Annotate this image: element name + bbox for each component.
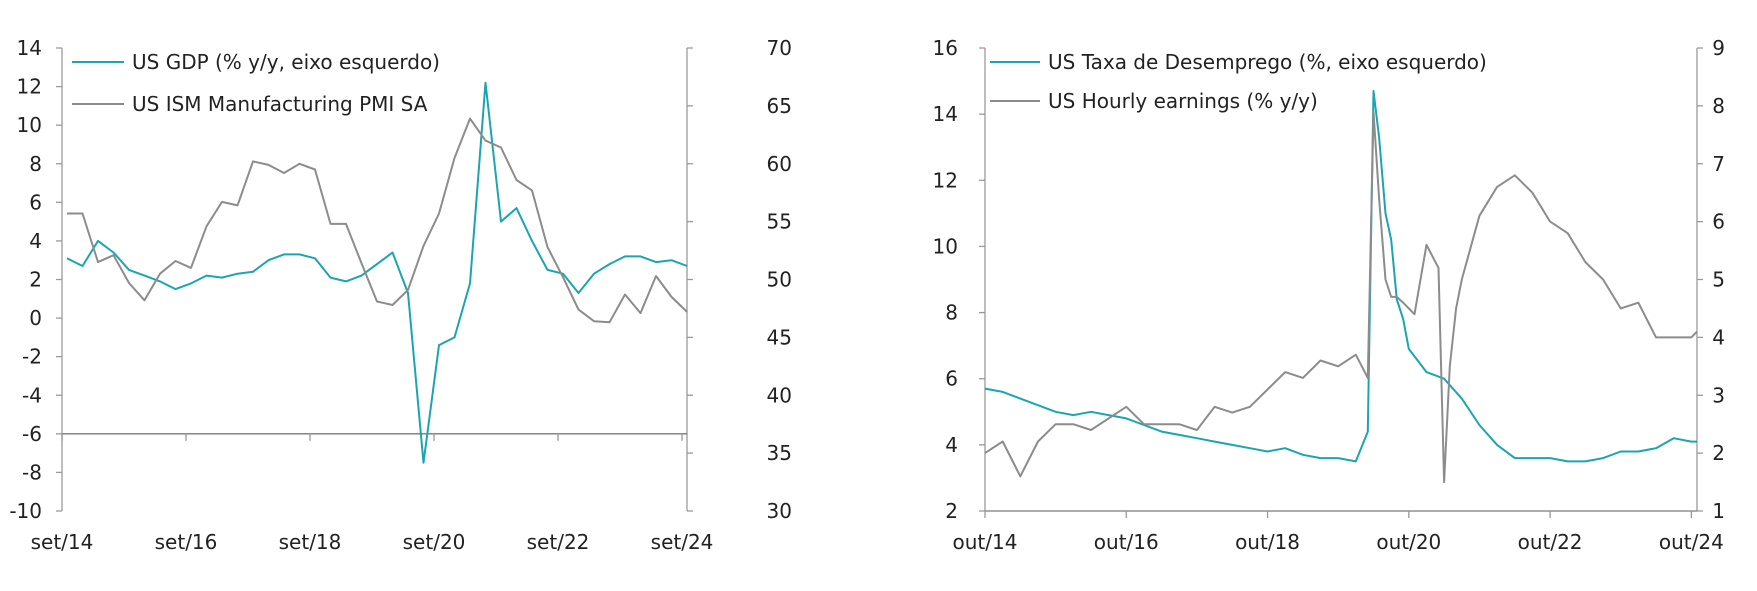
left-axis-tick-label: -2 bbox=[22, 345, 42, 369]
left-axis-tick-label: -4 bbox=[22, 383, 42, 407]
right-axis-tick-label: 50 bbox=[767, 268, 792, 292]
right-axis-tick-label: 3 bbox=[1712, 383, 1725, 407]
x-axis-tick-label: set/20 bbox=[403, 530, 466, 554]
left-axis-tick-label: -6 bbox=[22, 422, 42, 446]
left-axis-tick-label: 12 bbox=[17, 75, 42, 99]
left-axis-tick-label: -8 bbox=[22, 460, 42, 484]
x-axis-tick-label: out/20 bbox=[1376, 530, 1441, 554]
series-line-2 bbox=[67, 117, 688, 324]
right-axis-tick-label: 1 bbox=[1712, 499, 1725, 523]
chart-panel-1: -10 -8 -6 -4 -2 0 2 4 6 8 10 12 14 30 35 40 45 50 55 60 65 70… bbox=[9, 36, 792, 554]
right-axis-tick-label: 6 bbox=[1712, 210, 1725, 234]
series-line-1 bbox=[984, 90, 1697, 463]
left-axis-tick-label: 0 bbox=[29, 306, 42, 330]
legend-label: US Taxa de Desemprego (%, eixo esquerdo) bbox=[1048, 50, 1487, 74]
right-axis-tick-label: 4 bbox=[1712, 325, 1725, 349]
x-axis-tick-label: set/18 bbox=[279, 530, 342, 554]
left-axis-tick-label: 6 bbox=[29, 190, 42, 214]
x-axis-tick-label: set/22 bbox=[527, 530, 590, 554]
x-axis-tick-label: set/16 bbox=[155, 530, 218, 554]
x-axis-tick-label: set/24 bbox=[651, 530, 714, 554]
left-axis-tick-label: 10 bbox=[933, 234, 958, 258]
right-axis-tick-label: 65 bbox=[767, 94, 792, 118]
left-axis-tick-label: 16 bbox=[933, 36, 958, 60]
left-axis-tick-label: 8 bbox=[945, 301, 958, 325]
right-axis-tick-label: 2 bbox=[1712, 441, 1725, 465]
right-axis-tick-label: 40 bbox=[767, 383, 792, 407]
right-axis-tick-label: 7 bbox=[1712, 152, 1725, 176]
right-axis-tick-label: 30 bbox=[767, 499, 792, 523]
x-axis-tick-label: out/22 bbox=[1518, 530, 1583, 554]
x-axis-tick-label: out/24 bbox=[1659, 530, 1724, 554]
legend-label: US Hourly earnings (% y/y) bbox=[1048, 89, 1318, 113]
left-axis-tick-label: 4 bbox=[29, 229, 42, 253]
x-axis-tick-label: set/14 bbox=[31, 530, 94, 554]
left-axis-tick-label: 10 bbox=[17, 113, 42, 137]
series-line-1 bbox=[66, 81, 688, 464]
left-axis-tick-label: 14 bbox=[17, 36, 42, 60]
right-axis-tick-label: 5 bbox=[1712, 268, 1725, 292]
right-axis-tick-label: 35 bbox=[767, 441, 792, 465]
left-axis-tick-label: 14 bbox=[933, 102, 958, 126]
right-axis-tick-label: 45 bbox=[767, 325, 792, 349]
left-axis-tick-label: 8 bbox=[29, 152, 42, 176]
right-axis-tick-label: 70 bbox=[767, 36, 792, 60]
legend-label: US ISM Manufacturing PMI SA bbox=[132, 92, 428, 116]
x-axis-tick-label: out/16 bbox=[1094, 530, 1159, 554]
left-axis-tick-label: 6 bbox=[945, 367, 958, 391]
left-axis-tick-label: 2 bbox=[29, 268, 42, 292]
series-line-2 bbox=[984, 110, 1698, 484]
left-axis-tick-label: 2 bbox=[945, 499, 958, 523]
left-axis-tick-label: 4 bbox=[945, 433, 958, 457]
legend-label: US GDP (% y/y, eixo esquerdo) bbox=[132, 50, 440, 74]
right-axis-tick-label: 9 bbox=[1712, 36, 1725, 60]
right-axis-tick-label: 60 bbox=[767, 152, 792, 176]
right-axis-tick-label: 8 bbox=[1712, 94, 1725, 118]
x-axis-tick-label: out/14 bbox=[953, 530, 1018, 554]
right-axis-tick-label: 55 bbox=[767, 210, 792, 234]
left-axis-tick-label: 12 bbox=[933, 168, 958, 192]
x-axis-tick-label: out/18 bbox=[1235, 530, 1300, 554]
left-axis-tick-label: -10 bbox=[9, 499, 42, 523]
